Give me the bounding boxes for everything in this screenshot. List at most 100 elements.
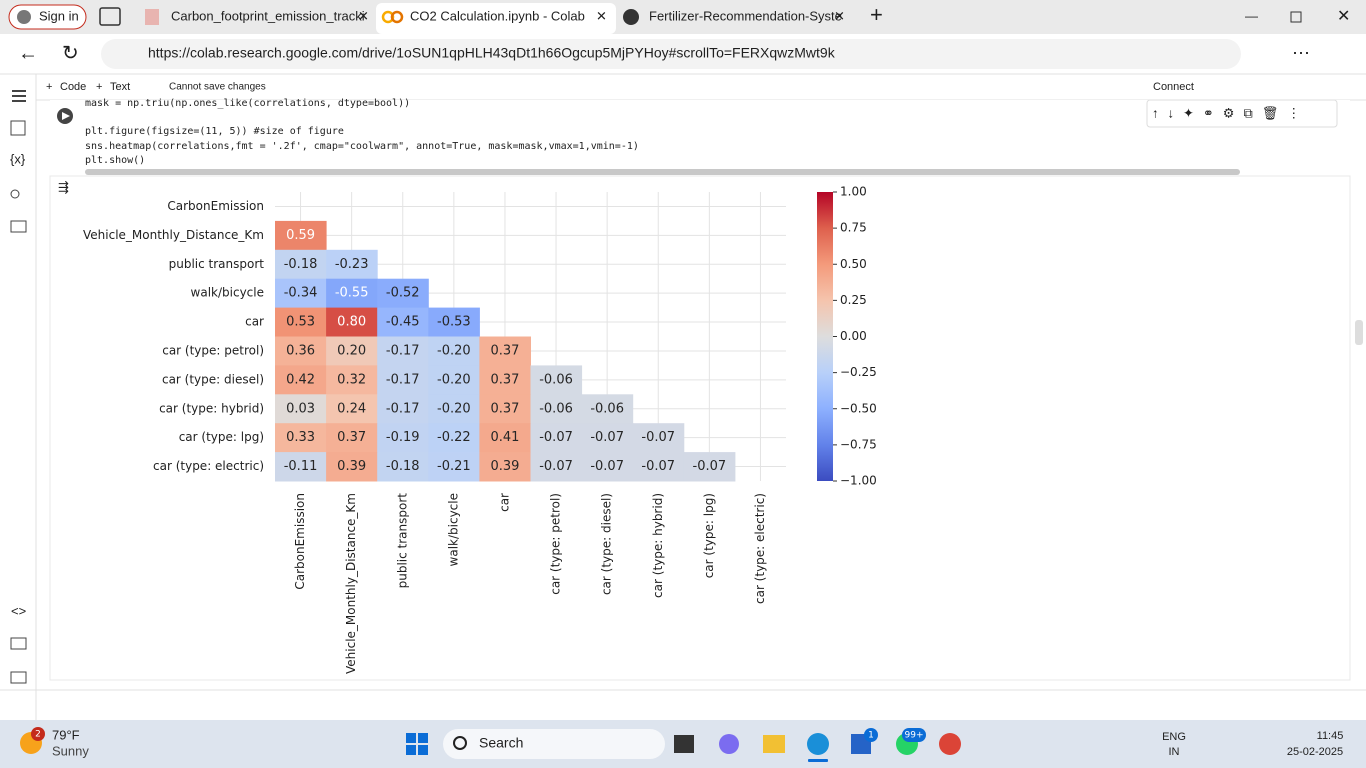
colorbar-tick-label: 0.25 [840,293,867,307]
cell-annotation: 0.80 [337,315,366,330]
start[interactable] [406,733,428,755]
cell-annotation: -0.34 [284,286,318,301]
url: https://colab.research.google.com/drive/… [148,45,836,61]
tab[interactable]: Carbon_footprint_emission_tracki✕ [136,4,376,32]
cell-annotation: -0.06 [539,401,573,416]
cell-annotation: 0.42 [286,372,315,387]
tab-close[interactable]: ✕ [834,8,845,23]
add-text-label[interactable]: Text [110,81,130,93]
heatmap-cell [275,249,327,280]
row-label: car [245,315,264,329]
address-bar[interactable] [101,39,1241,69]
add-code[interactable]: + [46,81,52,93]
cell-annotation: -0.11 [284,459,318,474]
tab-actions[interactable] [99,7,121,26]
cell-annotation: -0.06 [590,401,624,416]
cell-annotation: 0.37 [490,401,519,416]
close-window[interactable]: ✕ [1337,8,1350,25]
heatmap-cell [530,394,583,424]
new-tab[interactable]: + [870,2,883,27]
heatmap-cell [377,423,429,453]
add-code-label[interactable]: Code [60,81,86,93]
heatmap-cell [326,307,378,337]
code-line: plt.show() [85,155,145,166]
add-text[interactable]: + [96,81,102,93]
heatmap-cell [479,423,531,453]
column-label: car (type: petrol) [549,493,563,595]
tab-title: Fertilizer-Recommendation-Syste [649,8,842,23]
heatmap-cell [326,394,378,424]
save-status: Cannot save changes [169,82,266,93]
column-label: CarbonEmission [293,493,307,590]
search-box[interactable] [443,729,665,759]
output-area [49,175,1351,681]
heatmap-cell [428,452,480,482]
heatmap-cell [326,452,378,482]
row-label: car (type: hybrid) [159,401,264,415]
tab-close[interactable]: ✕ [358,8,369,23]
refresh[interactable]: ↻ [62,42,79,64]
svg-text:<>: <> [11,603,26,618]
cell-annotation: -0.07 [693,459,727,474]
colorbar-tick-label: 1.00 [840,185,867,199]
heatmap-cell [275,423,327,453]
row-label: car (type: diesel) [162,372,264,386]
colorbar [817,192,833,481]
clock-time[interactable]: 11:45 [1317,730,1344,742]
heatmap-cell [326,365,378,395]
cell-annotation: 0.39 [490,459,519,474]
cell-actions[interactable]: ↑↓✦⚭⚙⧉🗑⋮ [1152,105,1309,120]
column-label: walk/bicycle [446,493,460,566]
weather-badge [31,727,45,741]
cell-annotation: -0.17 [386,401,420,416]
row-label: car (type: petrol) [162,343,264,357]
column-label: public transport [395,493,409,589]
heatmap-cell [275,336,327,366]
colorbar-tick-label: 0.75 [840,221,867,235]
back[interactable]: ← [18,42,38,64]
cell-annotation: 0.37 [490,343,519,358]
cell-annotation: 0.41 [490,430,519,445]
heatmap-cell [479,394,531,424]
condition: Sunny [52,743,89,758]
heatmap-cell [530,452,583,482]
cell-annotation: -0.07 [641,430,675,445]
row-label: CarbonEmission [167,199,264,213]
heatmap-cell [632,423,685,453]
language[interactable]: ENG [1162,731,1186,743]
search-icon [453,736,467,750]
code-cell [50,100,1350,180]
heatmap-cell [326,249,378,280]
cell-annotation: 0.39 [337,459,366,474]
cell-annotation: 0.59 [286,228,315,243]
cell-annotation: -0.55 [335,286,369,301]
profile-button[interactable] [8,4,87,30]
heatmap-cell [428,394,480,424]
cell-annotation: -0.21 [437,459,471,474]
cell-annotation: 0.33 [286,430,315,445]
cell-annotation: 0.24 [337,401,366,416]
cell-annotation: -0.07 [641,459,675,474]
cell-annotation: -0.17 [386,343,420,358]
output-toggle[interactable]: ⇶ [58,179,69,194]
cell-annotation: -0.53 [437,315,471,330]
heatmap-cell [326,336,378,366]
heatmap-cell [275,394,327,424]
code-block: mask = np.triu(np.ones_like(correlations… [85,98,639,166]
cell-annotation: -0.07 [539,459,573,474]
region[interactable]: IN [1169,746,1180,758]
clock-date[interactable]: 25-02-2025 [1287,746,1343,758]
restore[interactable] [1290,11,1302,23]
menu[interactable]: ⋯ [1292,43,1310,63]
minimize[interactable]: — [1245,8,1258,23]
tab[interactable]: Fertilizer-Recommendation-Syste✕ [623,8,845,25]
connect[interactable]: Connect [1153,81,1194,93]
search-label: Search [479,735,523,751]
badge [864,728,878,742]
tab-close[interactable]: ✕ [596,8,607,23]
cell-annotation: -0.18 [386,459,420,474]
tab[interactable]: CO2 Calculation.ipynb - Colab ✕ [376,3,616,34]
cell-annotation: 0.37 [490,372,519,387]
temperature: 79°F [52,727,80,742]
colorbar-tick-label: −0.50 [840,401,877,415]
